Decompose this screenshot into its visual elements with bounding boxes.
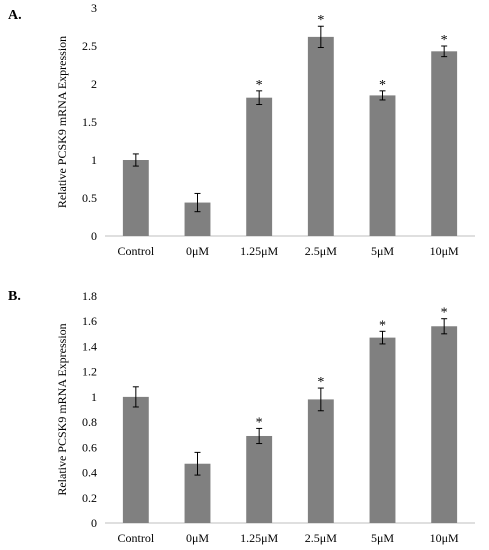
y-tick-label: 0.8 <box>82 415 97 429</box>
bar <box>246 435 273 523</box>
chart-a-svg: Relative PCSK9 mRNA Expression 0 0.5 1 1.5 2 2… <box>55 1 475 258</box>
x-tick-label: Control <box>117 244 154 258</box>
y-tick-label: 3 <box>91 1 97 15</box>
y-tick-label: 0.2 <box>82 491 97 505</box>
bar <box>307 399 334 523</box>
x-tick-label: 10μM <box>430 244 459 258</box>
bar <box>431 51 458 236</box>
y-tick-label: 0.4 <box>82 466 97 480</box>
bar <box>246 97 273 237</box>
bar <box>122 396 149 523</box>
bar <box>431 326 458 523</box>
chart-b-svg: Relative PCSK9 mRNA Expression 0 0.2 0.4 0.6… <box>55 289 475 545</box>
significance-marker: * <box>379 318 386 333</box>
y-tick-label: 1.4 <box>82 339 97 353</box>
y-tick-label: 1.2 <box>82 365 97 379</box>
y-axis-label: Relative PCSK9 mRNA Expression <box>55 36 69 208</box>
bar <box>369 95 396 237</box>
panel-label-a: A. <box>8 8 22 23</box>
y-tick-label: 0 <box>91 229 97 243</box>
panel-label-b: B. <box>8 289 21 304</box>
significance-marker: * <box>256 415 263 430</box>
x-tick-label: 1.25μM <box>240 531 278 545</box>
significance-marker: * <box>441 33 448 48</box>
significance-marker: * <box>317 13 324 28</box>
x-tick-label: 10μM <box>430 531 459 545</box>
x-tick-label: 0μM <box>186 244 209 258</box>
bar <box>369 337 396 523</box>
y-tick-label: 0.5 <box>82 191 97 205</box>
y-tick-label: 0.6 <box>82 440 97 454</box>
y-tick-label: 1.8 <box>82 289 97 303</box>
y-tick-label: 1 <box>91 153 97 167</box>
y-axis-label: Relative PCSK9 mRNA Expression <box>55 323 69 495</box>
y-tick-label: 2 <box>91 77 97 91</box>
bar <box>122 160 149 236</box>
y-tick-label: 1.5 <box>82 115 97 129</box>
significance-marker: * <box>441 306 448 321</box>
x-tick-label: 1.25μM <box>240 244 278 258</box>
y-tick-label: 0 <box>91 516 97 530</box>
chart-panel-a: A. Relative PCSK9 mRNA Expression 0 0.5 1 1.… <box>8 1 475 258</box>
x-tick-label: 2.5μM <box>305 531 337 545</box>
significance-marker: * <box>256 78 263 93</box>
significance-marker: * <box>379 78 386 93</box>
chart-panel-b: B. Relative PCSK9 mRNA Expression 0 0.2 0.4… <box>0 275 489 550</box>
x-tick-label: 0μM <box>186 531 209 545</box>
y-tick-label: 1 <box>91 390 97 404</box>
y-tick-label: 1.6 <box>82 314 97 328</box>
significance-marker: * <box>317 375 324 390</box>
bar <box>307 36 334 236</box>
x-tick-label: Control <box>117 531 154 545</box>
x-tick-label: 5μM <box>371 244 394 258</box>
x-tick-label: 5μM <box>371 531 394 545</box>
y-tick-label: 2.5 <box>82 39 97 53</box>
x-tick-label: 2.5μM <box>305 244 337 258</box>
